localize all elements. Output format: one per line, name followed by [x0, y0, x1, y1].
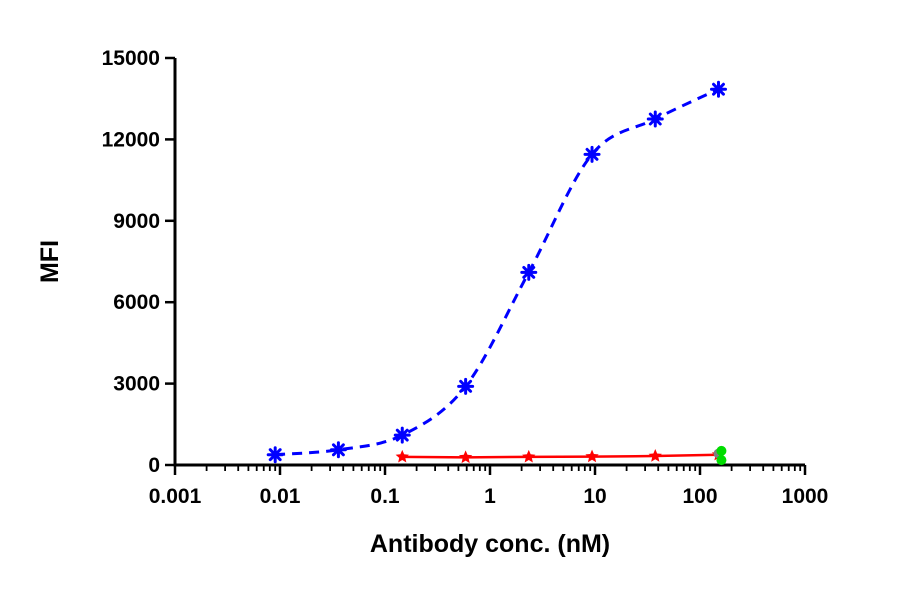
asterisk-core: [588, 150, 597, 159]
x-axis-title: Antibody conc. (nM): [370, 530, 610, 558]
x-tick-label: 0.1: [370, 485, 400, 508]
x-axis-ticks: 0.001 0.01 0.1 1 10 100 1000: [149, 465, 829, 508]
y-tick-label: 3000: [113, 373, 160, 396]
data-point-green: [716, 455, 727, 466]
y-tick-label: 9000: [113, 210, 160, 233]
y-tick-label: 6000: [113, 291, 160, 314]
y-axis-title: MFI: [36, 240, 64, 283]
data-point-blue: [646, 110, 664, 128]
data-point-red: [395, 449, 409, 463]
x-tick-label: 100: [682, 485, 717, 508]
asterisk-core: [271, 450, 280, 459]
data-point-red: [522, 449, 536, 463]
fit-curve-blue: [275, 87, 720, 457]
data-point-blue: [266, 446, 284, 464]
data-point-red: [458, 450, 473, 464]
data-point-blue: [329, 441, 347, 459]
data-point-red: [648, 449, 662, 462]
y-tick-label: 0: [148, 454, 160, 477]
curves: [275, 87, 720, 459]
x-tick-label: 10: [583, 485, 606, 508]
data-point-blue: [520, 263, 538, 281]
data-point-red: [585, 449, 599, 463]
data-point-blue: [457, 377, 475, 395]
x-tick-label: 0.01: [260, 485, 301, 508]
y-tick-label: 15000: [102, 47, 160, 70]
asterisk-core: [524, 268, 533, 277]
asterisk-core: [398, 431, 407, 440]
data-point-blue: [709, 80, 727, 98]
asterisk-core: [714, 85, 723, 94]
asterisk-core: [461, 382, 470, 391]
y-axis-ticks: 0 3000 6000 9000 12000 15000: [102, 47, 175, 477]
asterisk-core: [334, 445, 343, 454]
axes: [173, 58, 805, 467]
x-tick-label: 1000: [782, 485, 829, 508]
markers: [266, 80, 727, 466]
x-tick-label: 1: [484, 485, 496, 508]
x-tick-label: 0.001: [149, 485, 202, 508]
y-tick-label: 12000: [102, 128, 160, 151]
data-point-green: [716, 445, 727, 456]
asterisk-core: [651, 115, 660, 124]
data-point-blue: [583, 145, 601, 163]
data-point-blue: [393, 426, 411, 444]
line-red: [402, 453, 719, 459]
